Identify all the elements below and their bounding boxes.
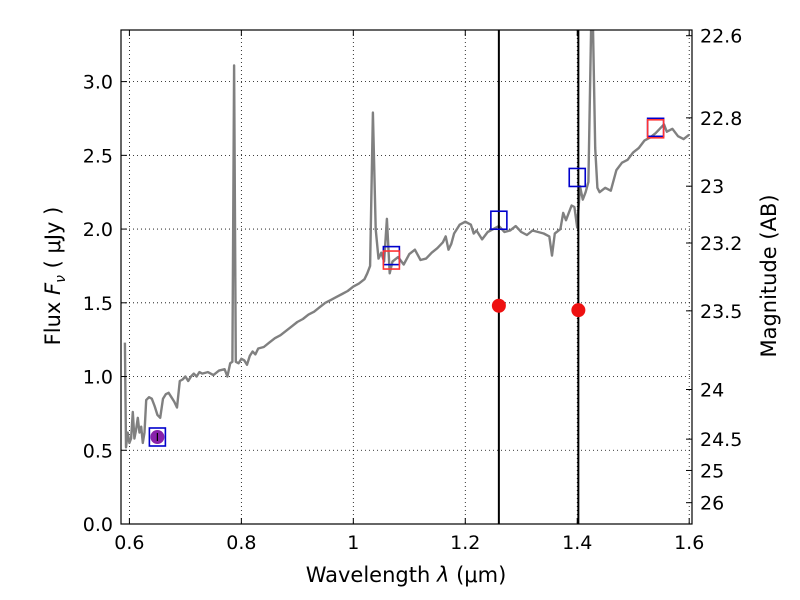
photometry-square bbox=[148, 427, 167, 447]
y-tick-label: 3.0 bbox=[83, 72, 113, 94]
x-axis-ticks: 0.6 0.8 1 1.2 1.4 1.6 bbox=[114, 30, 704, 554]
y2-tick-label: 26 bbox=[700, 493, 724, 515]
grid-lines bbox=[121, 30, 692, 525]
y2-tick-label: 24 bbox=[700, 380, 724, 402]
measurement-point bbox=[491, 298, 506, 313]
x-tick-label: 0.6 bbox=[114, 532, 144, 554]
y-tick-label: 0.0 bbox=[83, 514, 113, 536]
x-tick-label: 1.4 bbox=[562, 532, 592, 554]
y2-tick-label: 22.6 bbox=[700, 26, 742, 48]
y2-tick-label: 23.2 bbox=[700, 233, 742, 255]
x-axis-label: Wavelength λ (μm) bbox=[306, 563, 507, 587]
y2-axis-label: Magnitude (AB) bbox=[757, 194, 781, 357]
y2-tick-label: 25 bbox=[700, 460, 724, 482]
x-tick-label: 1.2 bbox=[450, 532, 480, 554]
y-axis-ticks: 0.0 0.5 1.0 1.5 2.0 2.5 3.0 bbox=[83, 72, 127, 536]
y-tick-label: 0.5 bbox=[83, 440, 113, 462]
photometry-square bbox=[646, 119, 665, 139]
y2-tick-label: 23 bbox=[700, 176, 724, 198]
spectrum-line bbox=[123, 30, 690, 449]
photometry-square bbox=[382, 250, 401, 270]
x-tick-label: 0.8 bbox=[226, 532, 256, 554]
y-tick-label: 2.0 bbox=[83, 219, 113, 241]
y2-tick-label: 23.5 bbox=[700, 301, 742, 323]
measurement-point bbox=[571, 303, 586, 318]
photometry-square bbox=[568, 167, 587, 188]
y-tick-label: 1.5 bbox=[83, 293, 113, 315]
y2-tick-label: 24.5 bbox=[700, 429, 742, 451]
plot-series bbox=[123, 30, 690, 524]
y-tick-label: 1.0 bbox=[83, 367, 113, 389]
y2-axis-ticks: 22.6 22.8 23 23.2 23.5 24 24.5 25 26 bbox=[686, 26, 742, 515]
plot-frame bbox=[120, 29, 693, 525]
photometry-square bbox=[490, 210, 508, 231]
x-tick-label: 1 bbox=[347, 532, 359, 554]
y2-tick-label: 22.8 bbox=[700, 108, 742, 130]
y-axis-label: Flux Fν ( μJy ) bbox=[41, 207, 69, 346]
y-tick-label: 2.5 bbox=[83, 145, 113, 167]
x-tick-label: 1.6 bbox=[674, 532, 704, 554]
